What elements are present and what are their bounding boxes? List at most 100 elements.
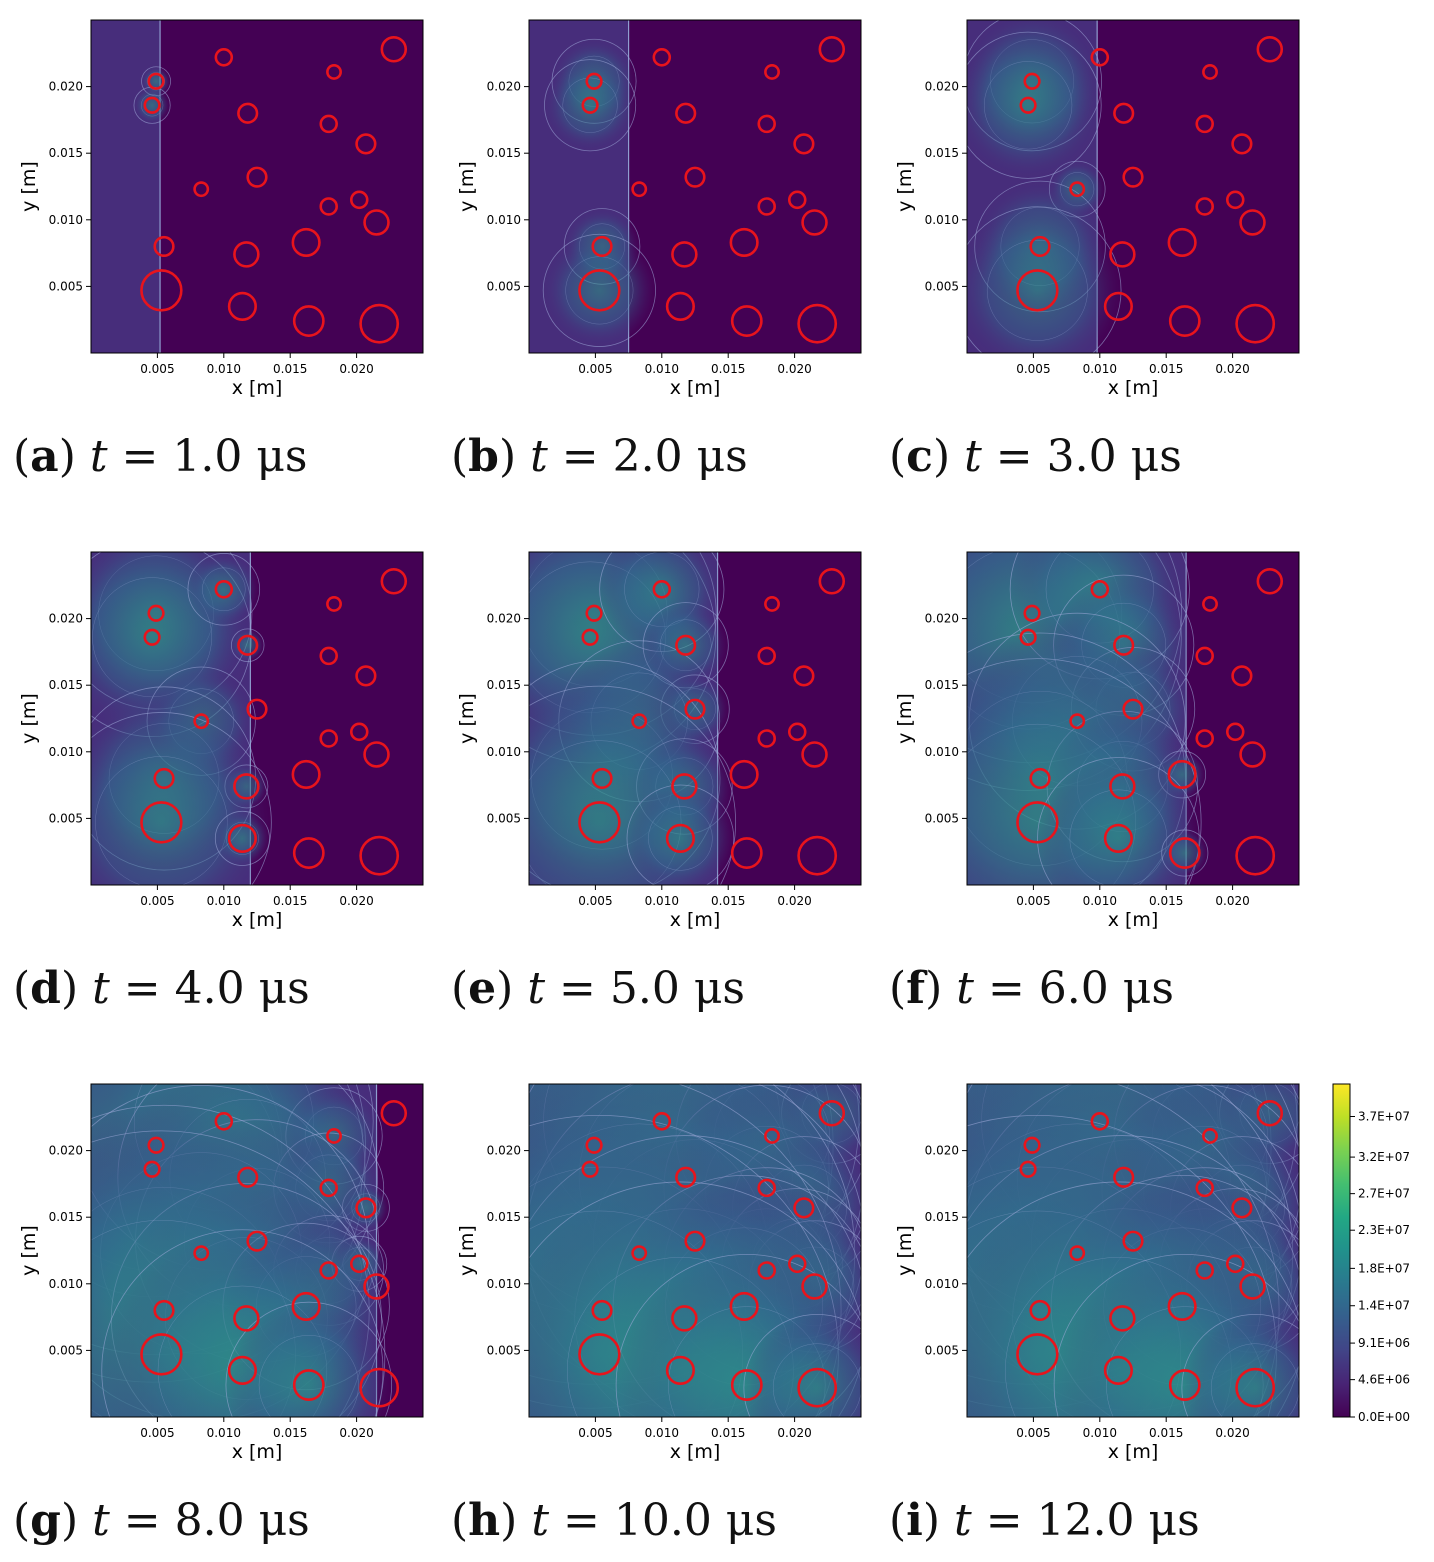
- wave-contour: [626, 784, 735, 885]
- particle-outline: [1256, 36, 1284, 63]
- particle-outline: [1167, 227, 1197, 258]
- particle-outline: [1023, 604, 1041, 622]
- wave-contour: [562, 77, 618, 133]
- particle-outline: [764, 64, 780, 80]
- particle-outline: [1235, 1367, 1276, 1408]
- particle-outline: [671, 773, 698, 800]
- x-axis-label: x [m]: [1108, 1441, 1159, 1463]
- particle-outline: [237, 1166, 259, 1188]
- particle-outline: [1103, 1355, 1133, 1385]
- particle-outline: [1202, 64, 1218, 80]
- particle-outline: [214, 1112, 234, 1131]
- particle-outline: [319, 646, 338, 666]
- scattered-wave: [627, 785, 734, 885]
- x-tick-label: 0.010: [207, 894, 241, 908]
- panel-a: 0.005 0.005 0.010 0.010 0.015 0.015 0.020 0.020…: [18, 19, 424, 399]
- axes-frame: [966, 1083, 1300, 1418]
- y-tick-label: 0.010: [49, 1277, 83, 1291]
- x-tick-label: 0.005: [1016, 894, 1050, 908]
- particle-outline: [757, 729, 776, 748]
- particle-outline: [1231, 133, 1253, 155]
- particle-outline: [246, 1230, 268, 1252]
- y-axis-label: y [m]: [894, 1225, 916, 1276]
- particle-outline: [1225, 722, 1245, 742]
- caption-time: = 4.0 μs: [109, 963, 310, 1014]
- wave-contour: [1210, 1343, 1299, 1417]
- caption-time: = 10.0 μs: [549, 1495, 777, 1546]
- particle-outline: [585, 1136, 603, 1154]
- colorbar-tick-label: 2.3E+07: [1358, 1223, 1410, 1237]
- x-tick-label: 0.015: [273, 362, 307, 376]
- x-tick-label: 0.010: [1083, 362, 1117, 376]
- particle-outline: [757, 197, 776, 216]
- y-tick-label: 0.015: [49, 146, 83, 160]
- x-tick-label: 0.015: [1149, 894, 1183, 908]
- particle-outline: [729, 759, 759, 790]
- axes-frame: [528, 551, 862, 886]
- colorbar-tick-label: 3.7E+07: [1358, 1109, 1410, 1123]
- particle-outline: [729, 227, 759, 258]
- particle-outline: [1167, 759, 1197, 790]
- particle-outline: [1239, 741, 1266, 768]
- particle-outline: [291, 1291, 321, 1322]
- particle-outline: [1090, 48, 1110, 67]
- caption-time: = 5.0 μs: [545, 963, 745, 1014]
- x-tick-label: 0.020: [1215, 362, 1249, 376]
- y-tick-label: 0.020: [49, 80, 83, 94]
- particle-outline: [1195, 1178, 1214, 1198]
- particle-outline: [143, 628, 161, 646]
- y-tick-label: 0.015: [487, 1210, 521, 1224]
- particle-outline: [1109, 773, 1136, 800]
- particle-outline: [797, 1367, 838, 1408]
- scattered-wave: [967, 206, 1122, 353]
- particle-outline: [1231, 1197, 1253, 1219]
- particle-outline: [675, 634, 697, 656]
- particle-outline: [363, 741, 390, 768]
- axes-frame: [90, 1083, 424, 1418]
- y-axis-label: y [m]: [456, 1225, 478, 1276]
- particle-outline: [1090, 580, 1110, 599]
- wave-contour: [967, 658, 1202, 885]
- particle-outline: [326, 64, 342, 80]
- particle-outline: [684, 1230, 706, 1252]
- particle-outline: [359, 835, 400, 876]
- scattered-wave: [743, 1314, 861, 1417]
- particle-outline: [631, 181, 648, 198]
- scattered-wave: [543, 234, 656, 347]
- y-tick-label: 0.005: [925, 279, 959, 293]
- particle-outline: [147, 1136, 165, 1154]
- y-tick-label: 0.005: [49, 279, 83, 293]
- colorbar-tick-label: 4.6E+06: [1358, 1373, 1410, 1387]
- y-tick-label: 0.020: [487, 1144, 521, 1158]
- particle-outline: [591, 1299, 613, 1322]
- particle-outline: [1225, 190, 1245, 210]
- particle-outline: [801, 741, 828, 768]
- particle-outline: [355, 133, 377, 155]
- particle-outline: [757, 1261, 776, 1280]
- caption-i: (i) t = 12.0 μs: [889, 1495, 1200, 1546]
- panel-b: 0.005 0.005 0.010 0.010 0.015 0.015 0.020 0.020…: [456, 19, 862, 399]
- panel-e: 0.005 0.005 0.010 0.010 0.015 0.015 0.020 0.020…: [456, 551, 862, 931]
- x-tick-label: 0.010: [645, 1426, 679, 1440]
- scattered-wave: [225, 1302, 392, 1417]
- particle-outline: [1235, 835, 1276, 876]
- particle-outline: [355, 665, 377, 687]
- particle-outline: [233, 773, 260, 800]
- particle-outline: [1113, 1166, 1135, 1188]
- y-tick-label: 0.005: [487, 811, 521, 825]
- x-tick-label: 0.005: [1016, 1426, 1050, 1440]
- wave-contour: [986, 239, 1088, 341]
- y-tick-label: 0.020: [925, 80, 959, 94]
- axes-frame: [90, 19, 424, 354]
- x-tick-label: 0.005: [1016, 362, 1050, 376]
- particle-outline: [671, 1305, 698, 1332]
- colorbar: 3.7E+07 3.2E+07 2.7E+07 2.3E+07 1.8E+07 1.4E+…: [1332, 1083, 1410, 1424]
- y-axis-label: y [m]: [456, 161, 478, 212]
- scattered-wave: [1181, 1314, 1299, 1417]
- y-tick-label: 0.010: [49, 745, 83, 759]
- particle-outline: [675, 1166, 697, 1188]
- x-tick-label: 0.005: [578, 1426, 612, 1440]
- caption-letter: b: [468, 431, 499, 482]
- particle-outline: [363, 209, 390, 236]
- particle-outline: [730, 1369, 763, 1401]
